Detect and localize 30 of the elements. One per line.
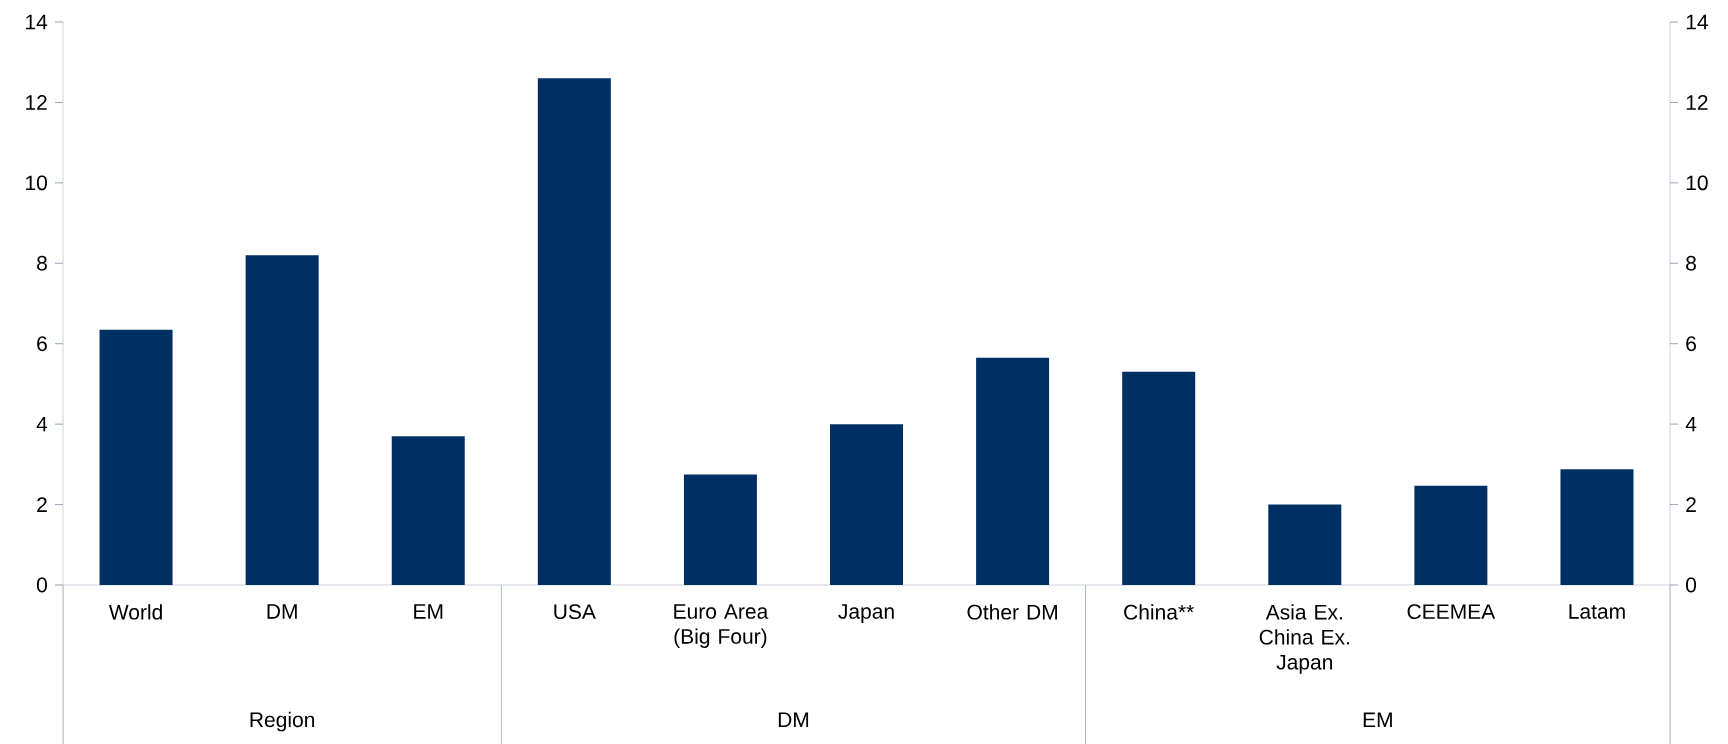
x-tick-label: EM (414, 604, 443, 619)
x-tick-label: Asia Ex. China Ex. Japan (1259, 604, 1349, 674)
y2-tick-label: 0 (36, 577, 47, 593)
y2-tick-label: 14 (26, 14, 48, 30)
y2-tick-label: 6 (37, 336, 47, 351)
text: DM (778, 712, 809, 727)
y-tick-label: 8 (1686, 255, 1696, 271)
text: Region (250, 711, 315, 732)
y-tick-label: 6 (1686, 336, 1696, 351)
x-tick-label: DM (267, 604, 297, 619)
y-tick-label: 12 (1686, 94, 1708, 110)
x-tick-label: Euro Area (Big Four) (674, 604, 769, 648)
y2-tick-label: 12 (26, 94, 47, 110)
y-tick-label: 10 (1686, 175, 1708, 191)
text: EM (1363, 712, 1392, 727)
y-tick-label: 4 (1685, 416, 1697, 432)
y-tick-label: 2 (1686, 497, 1696, 512)
y-tick-label: 14 (1686, 14, 1708, 30)
x-tick-label: Latam (1569, 604, 1625, 619)
x-tick-label: Japan (838, 604, 894, 623)
y-tick-label: 0 (1686, 577, 1697, 593)
x-tick-label: USA (554, 604, 596, 619)
x-tick-label: CEEMEA (1407, 604, 1496, 619)
y2-tick-label: 4 (36, 416, 48, 432)
y2-tick-label: 10 (26, 175, 47, 191)
x-tick-label: Other DM (967, 604, 1057, 620)
y2-tick-label: 8 (37, 255, 47, 271)
y2-tick-label: 2 (37, 497, 47, 512)
x-tick-label: China** (1124, 604, 1194, 620)
x-tick-label: World (108, 604, 162, 620)
